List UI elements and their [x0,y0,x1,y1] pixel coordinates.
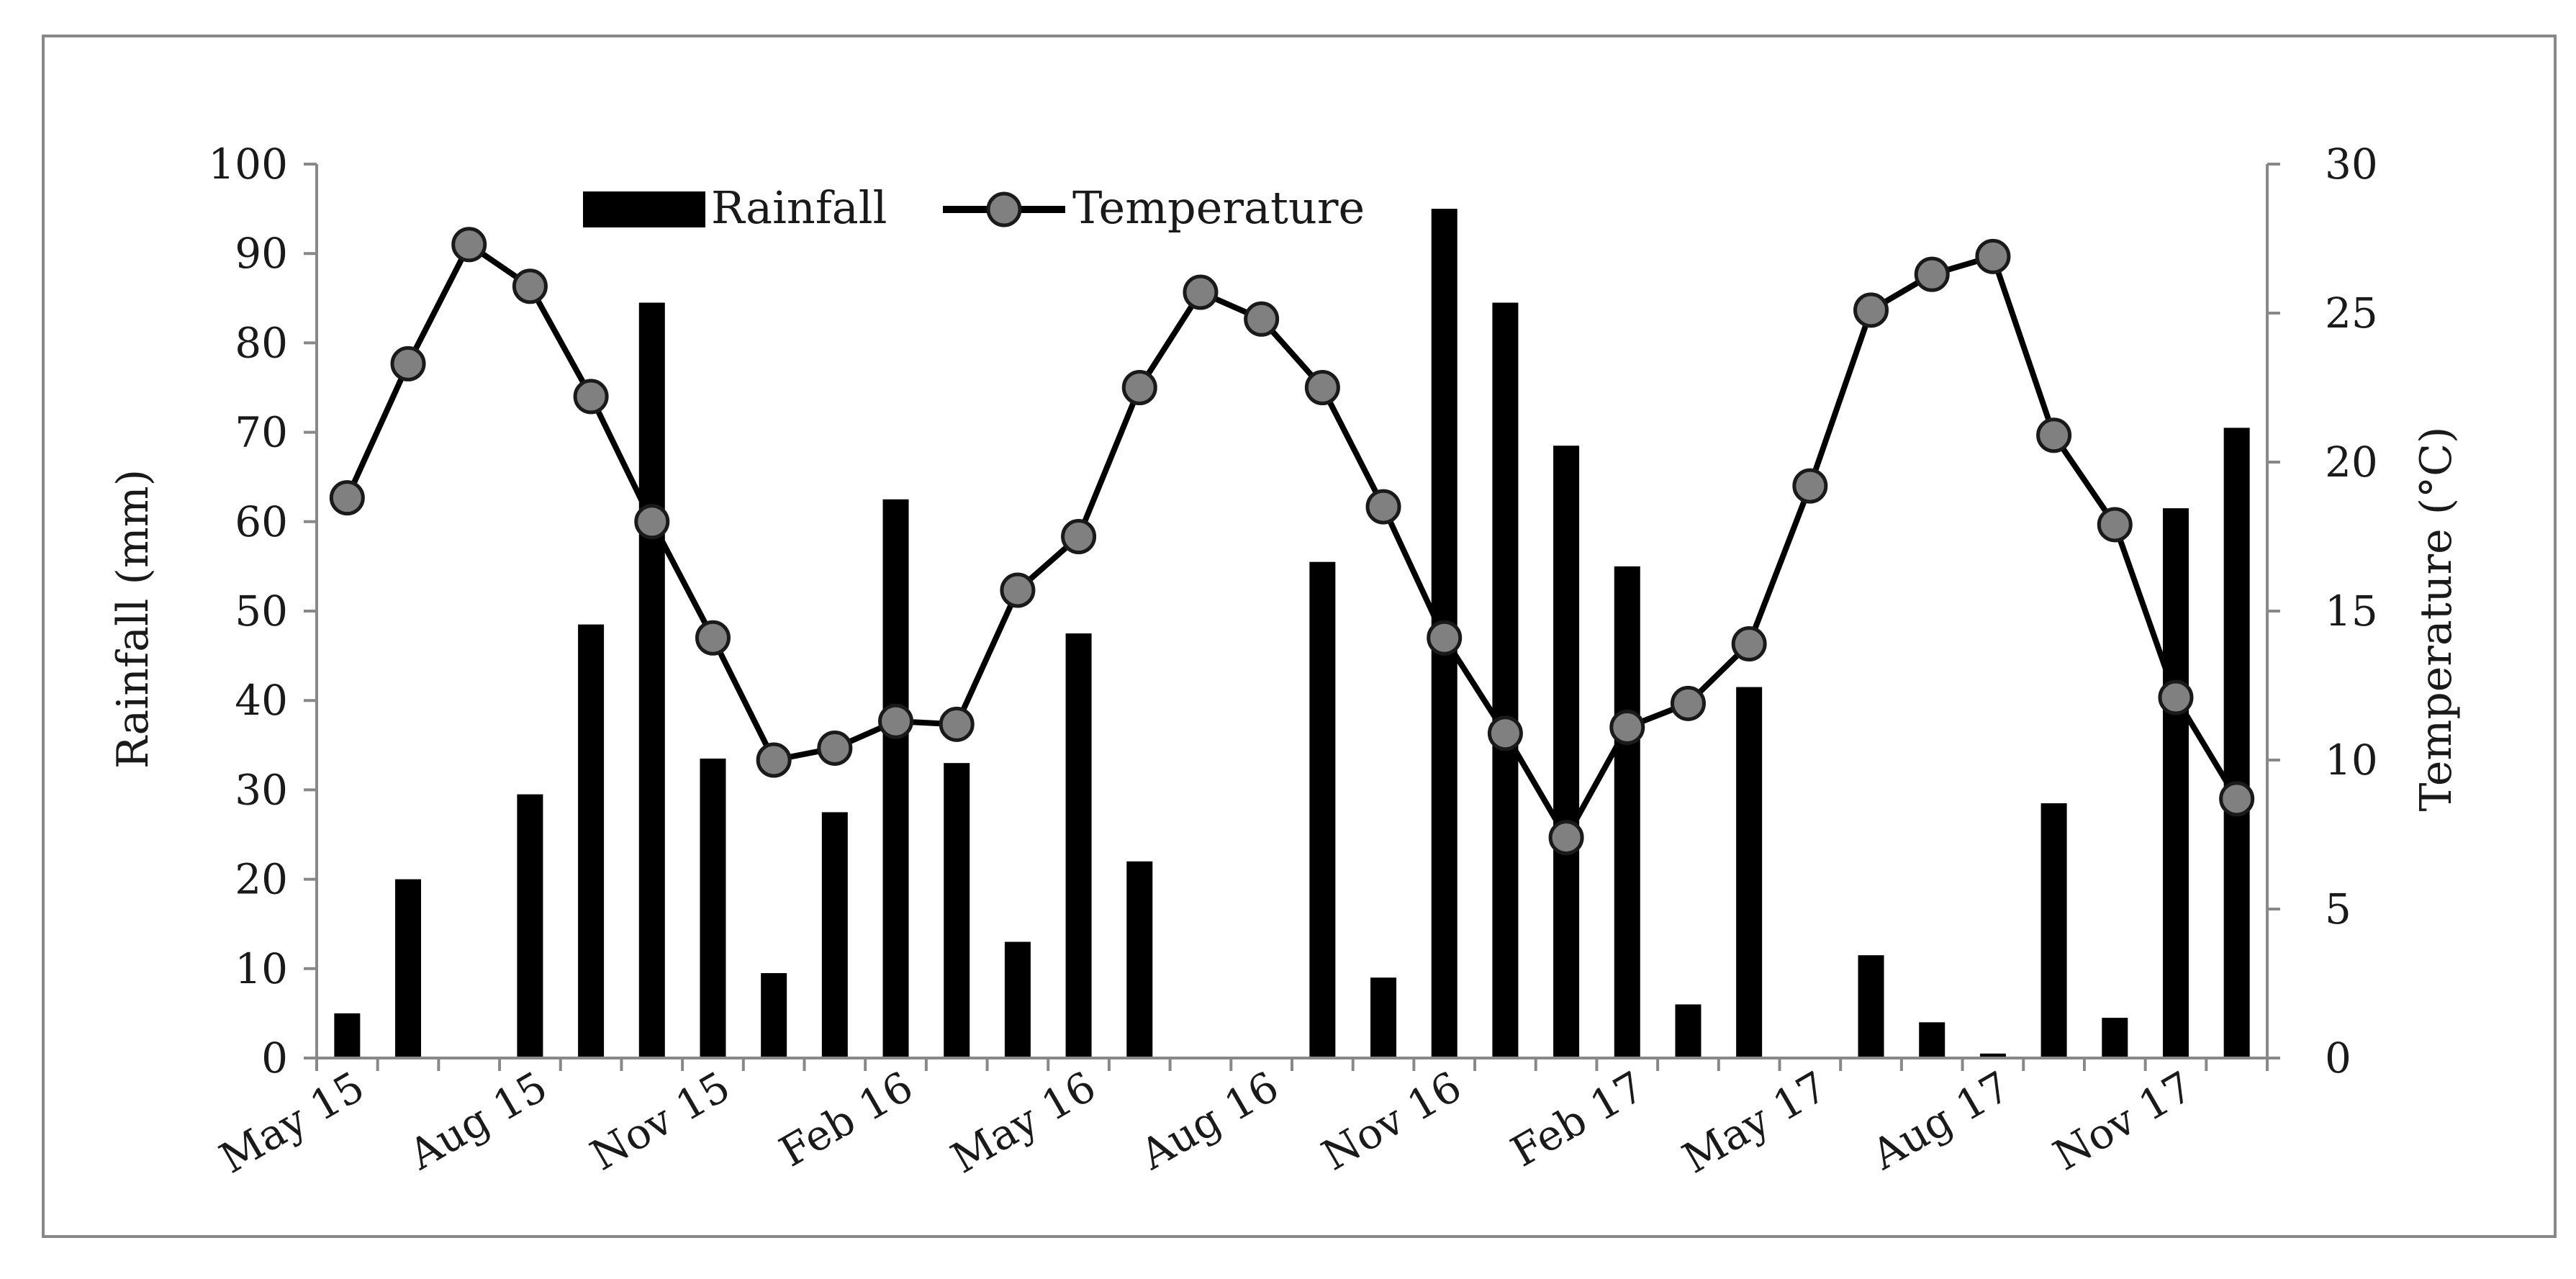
temperature-point [1609,709,1645,745]
left-tick-label: 60 [235,497,288,546]
left-tick-label: 70 [235,408,288,457]
right-tick-label: 25 [2325,289,2378,338]
rainfall-bar [638,302,665,1058]
temperature-point [512,268,548,304]
right-tick-label: 5 [2325,885,2351,934]
temperature-point [1548,820,1584,856]
temperature-point [1304,370,1340,405]
temperature-point [1427,620,1463,656]
left-axis-title: Rainfall (mm) [108,469,158,769]
legend-temperature-label: Temperature [1072,181,1365,234]
right-tick-label: 30 [2325,140,2378,189]
legend-temperature-marker [986,191,1022,227]
temperature-point [390,345,426,381]
rainfall-bar [1919,1022,1945,1058]
temperature-point [1731,626,1767,662]
temperature-point [1365,489,1401,525]
rainfall-bars [334,209,2250,1059]
temperature-point [634,504,670,540]
left-tick-label: 40 [235,676,288,725]
temperature-point [878,703,914,739]
temperature-point [939,706,975,742]
rainfall-bar [2041,803,2067,1058]
rainfall-bar [1614,566,1640,1058]
temperature-point [1183,274,1219,310]
rainfall-bar [761,973,787,1058]
right-axis-title: Temperature (°C) [2411,427,2462,812]
temperature-point [2097,507,2133,543]
right-tick-label: 15 [2325,587,2378,636]
temperature-point [2158,679,2194,715]
rainfall-bar [395,879,422,1058]
rainfall-bar [1065,633,1092,1058]
rainfall-bar [1553,446,1580,1058]
temperature-point [2036,417,2072,453]
rainfall-bar [334,1013,361,1058]
legend-rainfall-label: Rainfall [711,181,887,234]
temperature-point [1061,519,1097,554]
temperature-point [1487,715,1523,751]
temperature-point [2219,781,2255,817]
temperature-point [695,620,731,656]
rainfall-bar [700,758,726,1058]
left-tick-label: 90 [235,229,288,278]
rainfall-bar [1736,687,1763,1058]
left-tick-label: 50 [235,587,288,636]
rainfall-bar [1675,1004,1701,1058]
temperature-point [1000,572,1036,608]
legend: Rainfall Temperature [583,181,1365,234]
right-tick-label: 0 [2325,1034,2351,1083]
temperature-point [1914,256,1950,292]
temperature-point [1244,301,1280,337]
legend-rainfall-swatch [583,191,705,227]
rainfall-bar [517,794,543,1058]
temperature-point [573,379,609,415]
left-tick-label: 30 [235,765,288,814]
rainfall-bar [2162,508,2189,1058]
rainfall-bar [821,812,848,1058]
rainfall-bar [1370,977,1397,1058]
left-tick-label: 100 [208,140,288,189]
temperature-point [756,742,792,778]
right-tick-label: 10 [2325,736,2378,785]
right-tick-label: 20 [2325,438,2378,487]
rainfall-bar [882,499,909,1058]
left-tick-label: 10 [235,944,288,993]
temperature-point [1975,238,2011,274]
rainfall-bar [1004,941,1031,1058]
rainfall-bar [1309,561,1336,1058]
temperature-point [1670,685,1706,721]
rainfall-bar [1979,1053,2006,1058]
temperature-point [451,227,487,263]
temperature-point [1853,292,1889,328]
rainfall-bar [1126,861,1153,1058]
rainfall-bar [1492,302,1519,1058]
temperature-point [329,480,365,516]
rainfall-bar [944,763,970,1058]
temperature-line [329,227,2255,856]
temperature-point [1121,370,1157,405]
left-tick-label: 0 [261,1034,288,1083]
temperature-point [1792,468,1828,504]
left-tick-label: 20 [235,855,288,904]
rainfall-bar [578,624,605,1058]
rainfall-bar [2223,428,2250,1058]
left-tick-label: 80 [235,318,288,367]
rainfall-bar [1858,955,1884,1058]
rainfall-bar [2102,1018,2128,1058]
temperature-point [817,730,853,766]
